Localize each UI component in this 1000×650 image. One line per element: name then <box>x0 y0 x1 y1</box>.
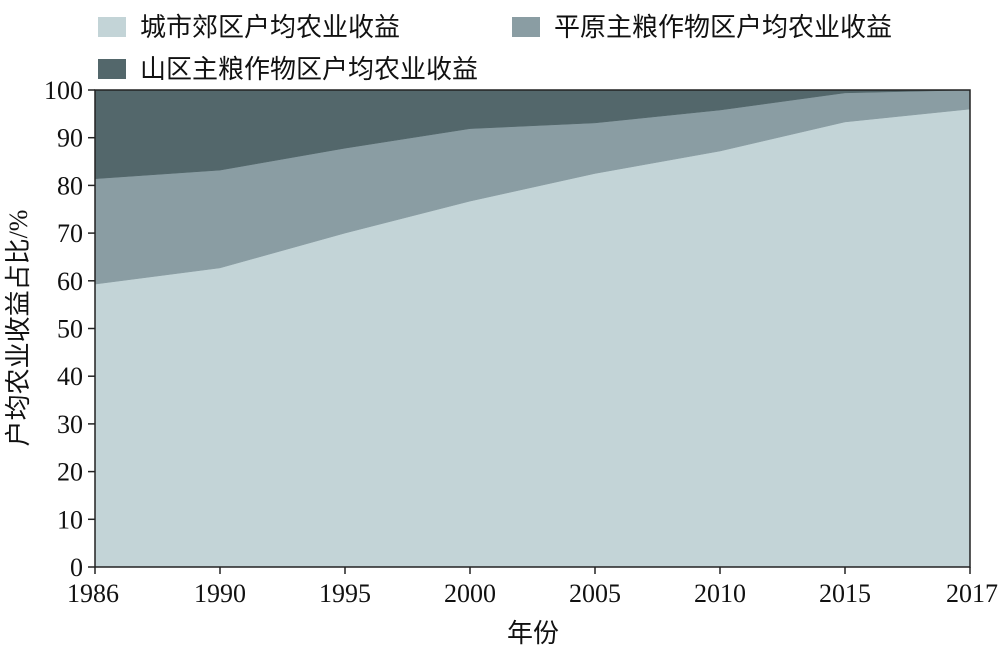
x-tick-label: 2000 <box>444 579 496 608</box>
legend-label-1: 城市郊区户均农业收益 <box>140 13 400 42</box>
legend-label-2: 平原主粮作物区户均农业收益 <box>554 13 892 42</box>
y-tick-label: 80 <box>57 171 83 200</box>
x-tick-label: 2010 <box>694 579 746 608</box>
x-tick-label: 1986 <box>67 579 119 608</box>
x-tick-label: 1990 <box>194 579 246 608</box>
legend-swatch-1 <box>98 17 126 37</box>
x-tick-label: 2015 <box>819 579 871 608</box>
y-tick-label: 40 <box>57 362 83 391</box>
x-axis-label: 年份 <box>507 619 559 648</box>
y-tick-label: 60 <box>57 267 83 296</box>
y-tick-label: 0 <box>70 553 83 582</box>
y-tick-label: 100 <box>44 76 83 105</box>
legend-swatch-2 <box>512 17 540 37</box>
legend-swatch-3 <box>98 59 126 79</box>
y-tick-label: 30 <box>57 410 83 439</box>
x-tick-label: 1995 <box>319 579 371 608</box>
axes: 0 10 20 30 40 50 60 70 80 90 100 1986 1990 1995 2000 20… <box>44 76 998 608</box>
areas <box>94 89 971 568</box>
y-tick-label: 50 <box>57 315 83 344</box>
legend-label-3: 山区主粮作物区户均农业收益 <box>140 55 478 84</box>
y-tick-label: 10 <box>57 505 83 534</box>
y-tick-label: 70 <box>57 219 83 248</box>
y-axis-label: 户均农业收益占比/% <box>4 210 33 447</box>
y-tick-label: 20 <box>57 458 83 487</box>
x-tick-label: 2017 <box>946 579 998 608</box>
x-tick-label: 2005 <box>569 579 621 608</box>
y-tick-label: 90 <box>57 124 83 153</box>
